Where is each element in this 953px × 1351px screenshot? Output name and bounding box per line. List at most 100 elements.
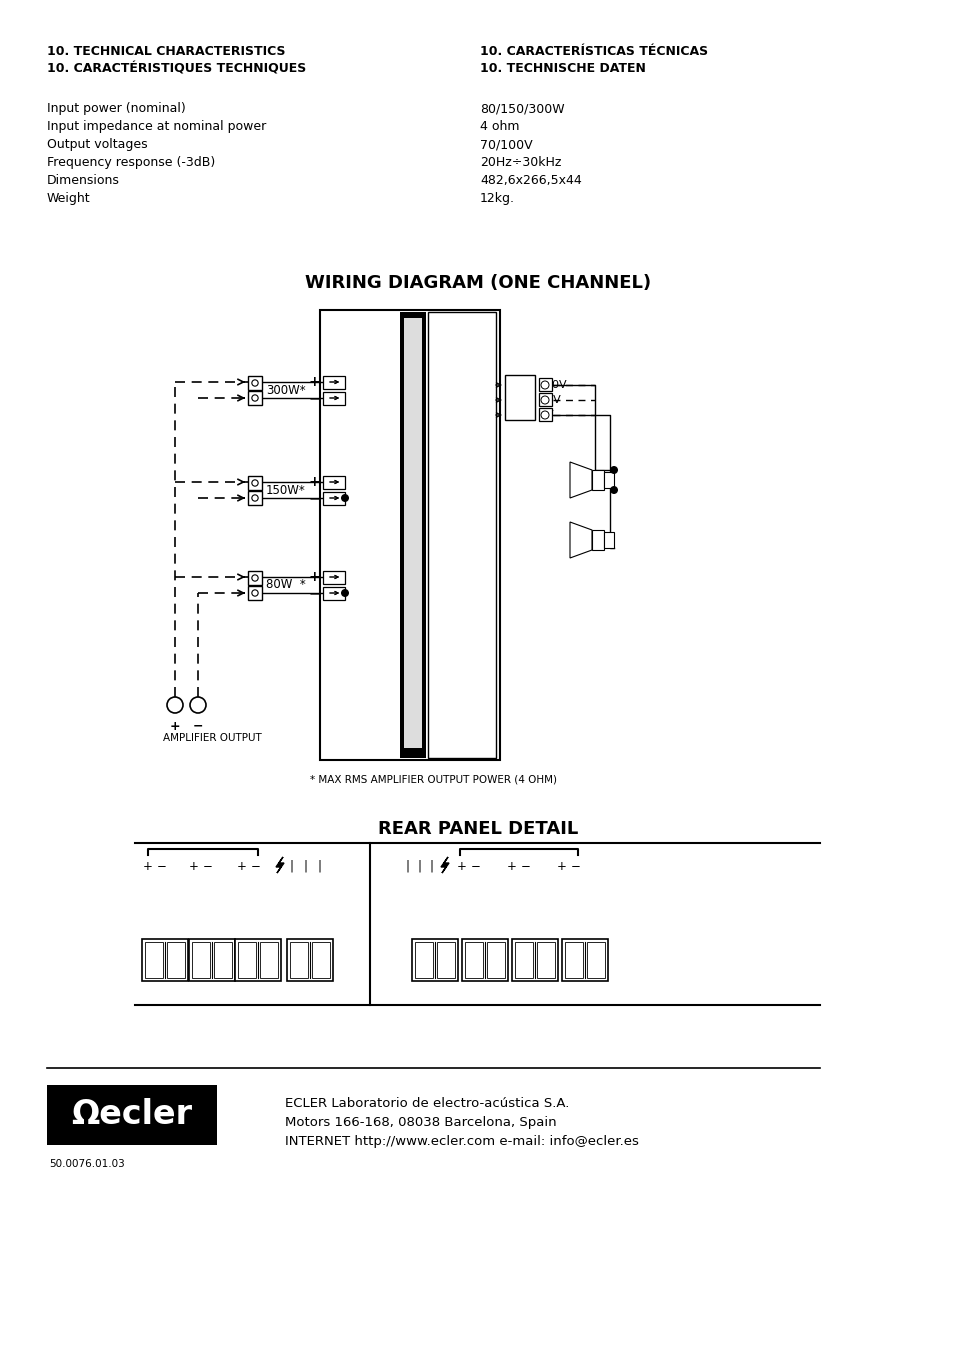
Text: +: +	[143, 861, 152, 873]
Text: |: |	[304, 861, 308, 873]
Text: −: −	[308, 390, 319, 405]
Circle shape	[252, 574, 258, 581]
Bar	[603, 471, 614, 488]
Text: −: −	[193, 720, 203, 734]
Text: +: +	[236, 861, 247, 873]
Bar	[248, 586, 262, 600]
Text: Weight: Weight	[47, 192, 91, 205]
Bar	[189, 939, 234, 981]
Bar	[561, 939, 607, 981]
Circle shape	[540, 396, 548, 404]
Polygon shape	[569, 462, 592, 499]
Text: |: |	[430, 861, 434, 873]
Bar	[248, 571, 262, 585]
Bar	[323, 586, 345, 600]
Circle shape	[540, 411, 548, 419]
Bar	[515, 942, 533, 978]
Text: Motors 166-168, 08038 Barcelona, Spain: Motors 166-168, 08038 Barcelona, Spain	[285, 1116, 556, 1129]
Bar	[237, 942, 255, 978]
Bar	[464, 942, 482, 978]
Circle shape	[609, 466, 618, 474]
Bar	[512, 939, 558, 981]
Bar	[248, 390, 262, 405]
Text: +: +	[456, 861, 466, 873]
Bar	[260, 942, 277, 978]
Bar	[403, 317, 421, 748]
Text: −: −	[520, 861, 531, 873]
Bar	[312, 942, 330, 978]
Text: −: −	[251, 861, 261, 873]
Circle shape	[252, 380, 258, 386]
Bar	[323, 476, 345, 489]
Text: +: +	[308, 476, 319, 489]
Bar	[167, 942, 185, 978]
Text: +: +	[557, 861, 566, 873]
Text: 100V: 100V	[538, 380, 567, 390]
Bar	[586, 942, 604, 978]
Polygon shape	[440, 857, 449, 873]
Bar	[399, 312, 426, 758]
Text: +: +	[507, 861, 517, 873]
Bar	[592, 530, 603, 550]
Text: +: +	[189, 861, 199, 873]
Bar	[248, 376, 262, 390]
Text: |: |	[290, 861, 294, 873]
Text: +: +	[308, 376, 319, 389]
Text: ECLER Laboratorio de electro-acústica S.A.: ECLER Laboratorio de electro-acústica S.…	[285, 1097, 569, 1111]
Text: Ωecler: Ωecler	[71, 1098, 193, 1132]
Text: Dimensions: Dimensions	[47, 174, 120, 186]
Text: REAR PANEL DETAIL: REAR PANEL DETAIL	[377, 820, 578, 838]
Text: 10. CARACTÉRISTIQUES TECHNIQUES: 10. CARACTÉRISTIQUES TECHNIQUES	[47, 62, 306, 76]
Text: WIRING DIAGRAM (ONE CHANNEL): WIRING DIAGRAM (ONE CHANNEL)	[305, 274, 650, 292]
Text: +: +	[308, 570, 319, 584]
Bar	[428, 312, 496, 758]
Circle shape	[167, 697, 183, 713]
Bar	[436, 942, 455, 978]
Bar	[323, 492, 345, 505]
Circle shape	[540, 381, 548, 389]
Circle shape	[252, 480, 258, 486]
Text: Input impedance at nominal power: Input impedance at nominal power	[47, 120, 266, 132]
Text: −: −	[308, 586, 319, 600]
Circle shape	[252, 494, 258, 501]
Bar	[145, 942, 163, 978]
Bar	[504, 376, 535, 420]
Bar	[290, 942, 308, 978]
Bar	[412, 939, 457, 981]
Bar	[47, 1085, 216, 1146]
Circle shape	[340, 589, 349, 597]
Bar	[323, 376, 345, 389]
Text: −: −	[471, 861, 480, 873]
Text: Output voltages: Output voltages	[47, 138, 148, 151]
Text: 10. TECHNISCHE DATEN: 10. TECHNISCHE DATEN	[479, 62, 645, 76]
Bar	[323, 571, 345, 584]
Text: |: |	[417, 861, 421, 873]
Bar	[234, 939, 281, 981]
Bar	[323, 392, 345, 405]
Bar	[592, 470, 603, 490]
Text: 300W*: 300W*	[266, 384, 305, 396]
Bar	[486, 942, 504, 978]
Text: 4 ohm: 4 ohm	[479, 120, 519, 132]
Text: 10. CARACTERÍSTICAS TÉCNICAS: 10. CARACTERÍSTICAS TÉCNICAS	[479, 45, 707, 58]
Bar	[603, 532, 614, 549]
Text: Input power (nominal): Input power (nominal)	[47, 101, 186, 115]
Circle shape	[609, 486, 618, 494]
Text: 80/150/300W: 80/150/300W	[479, 101, 564, 115]
Polygon shape	[275, 857, 284, 873]
Circle shape	[252, 590, 258, 596]
Text: +: +	[170, 720, 180, 734]
Text: 0V: 0V	[538, 409, 553, 420]
Bar	[248, 490, 262, 505]
Text: −: −	[308, 490, 319, 505]
Text: 482,6x266,5x44: 482,6x266,5x44	[479, 174, 581, 186]
Text: |: |	[317, 861, 322, 873]
Text: 70/100V: 70/100V	[479, 138, 532, 151]
Bar	[415, 942, 433, 978]
Text: 20Hz÷30kHz: 20Hz÷30kHz	[479, 155, 560, 169]
Bar	[461, 939, 507, 981]
Text: 10. TECHNICAL CHARACTERISTICS: 10. TECHNICAL CHARACTERISTICS	[47, 45, 285, 58]
Bar	[287, 939, 333, 981]
Bar	[319, 309, 499, 761]
Bar	[538, 393, 552, 407]
